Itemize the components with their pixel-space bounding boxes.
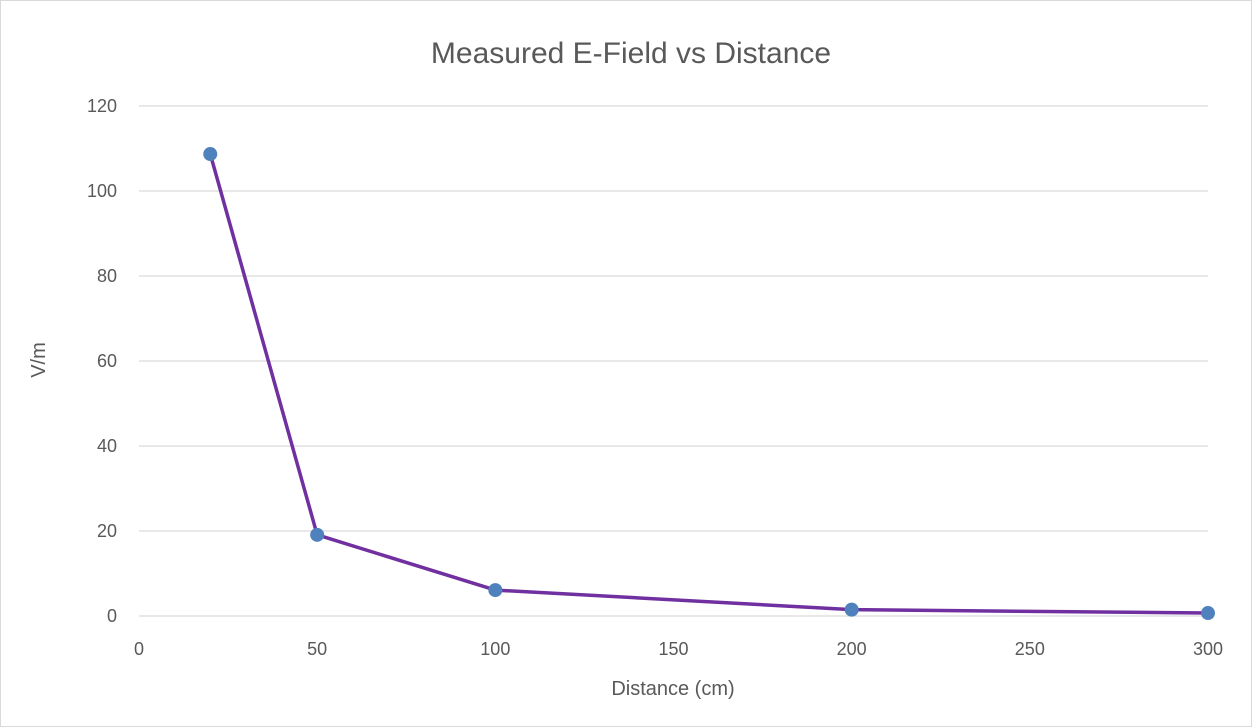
data-point — [844, 602, 859, 617]
series-layer — [203, 147, 1215, 621]
y-tick-label: 60 — [97, 351, 117, 371]
data-point — [1201, 606, 1215, 621]
x-tick-label: 250 — [1015, 639, 1045, 659]
y-axis-label: V/m — [28, 342, 50, 378]
x-tick-label: 50 — [307, 639, 327, 659]
x-tick-label: 200 — [837, 639, 867, 659]
x-tick-label: 100 — [480, 639, 510, 659]
y-tick-label: 80 — [97, 266, 117, 286]
data-point — [310, 527, 325, 542]
series-line — [208, 153, 1209, 615]
data-point — [488, 583, 503, 598]
x-tick-label: 300 — [1193, 639, 1223, 659]
y-tick-label: 0 — [107, 606, 117, 626]
gridlines — [139, 105, 1208, 617]
x-axis-label: Distance (cm) — [611, 678, 734, 700]
y-tick-label: 100 — [87, 181, 117, 201]
y-tick-label: 20 — [97, 521, 117, 541]
y-tick-label: 120 — [87, 96, 117, 116]
chart-title: Measured E-Field vs Distance — [431, 37, 831, 70]
x-tick-label: 150 — [658, 639, 688, 659]
data-point — [203, 147, 218, 162]
y-tick-label: 40 — [97, 436, 117, 456]
tick-labels: 0 20 40 60 80 100 120 0 50 100 150 200 250 300 — [87, 96, 1223, 659]
x-tick-label: 0 — [134, 639, 144, 659]
